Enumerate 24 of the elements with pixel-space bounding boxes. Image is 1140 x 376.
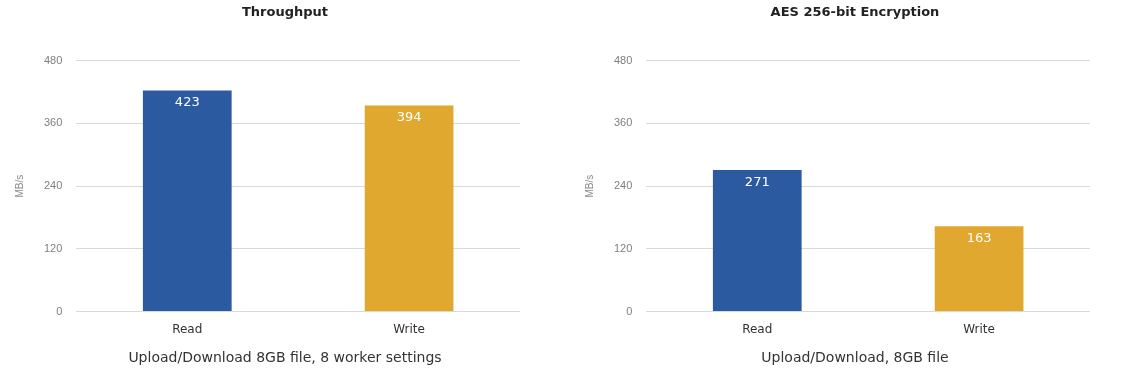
y-tick-label: 120: [43, 241, 63, 254]
data-label: 394: [396, 109, 422, 125]
y-axis-title: MB/s: [583, 174, 595, 198]
y-tick-label: 0: [56, 304, 63, 317]
y-tick-label: 480: [613, 53, 633, 66]
x-tick-label: Write: [963, 321, 995, 336]
y-tick-label: 480: [43, 53, 63, 66]
x-tick-label: Read: [172, 321, 203, 336]
y-tick-label: 0: [626, 304, 633, 317]
x-tick-label: Read: [742, 321, 773, 336]
y-axis-title: MB/s: [13, 174, 25, 198]
chart-title: Throughput: [240, 4, 330, 19]
y-tick-label: 120: [613, 241, 633, 254]
text: Upload/Download 8GB file, 8 worker settings: [127, 349, 443, 365]
y-tick-label: 360: [43, 116, 63, 129]
data-label: 163: [966, 230, 992, 246]
chart-title: AES 256-bit Encryption: [769, 4, 941, 19]
y-tick-label: 360: [613, 116, 633, 129]
x-tick-label: Write: [393, 321, 425, 336]
data-label: 423: [174, 94, 200, 110]
y-tick-label: 240: [43, 179, 63, 192]
y-tick-label: 240: [613, 179, 633, 192]
data-label: 271: [744, 173, 770, 189]
text: Upload/Download, 8GB file: [760, 349, 950, 365]
